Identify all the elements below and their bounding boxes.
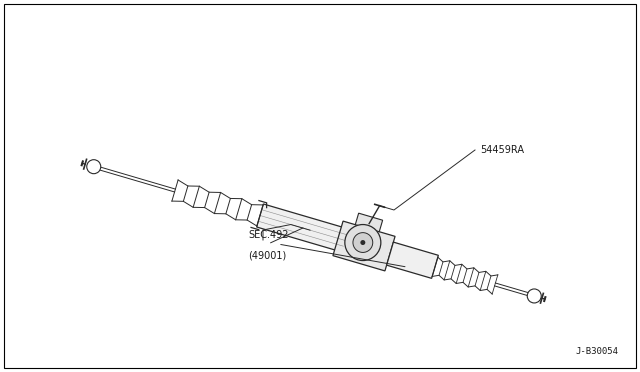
Circle shape bbox=[360, 240, 365, 245]
Circle shape bbox=[87, 160, 100, 174]
Polygon shape bbox=[387, 242, 438, 278]
Circle shape bbox=[527, 289, 541, 303]
Text: J-B30054: J-B30054 bbox=[575, 347, 618, 356]
Circle shape bbox=[353, 232, 372, 253]
Polygon shape bbox=[257, 204, 348, 252]
Text: SEC.492: SEC.492 bbox=[248, 230, 289, 240]
Text: (49001): (49001) bbox=[248, 250, 286, 260]
Polygon shape bbox=[355, 213, 383, 232]
Polygon shape bbox=[333, 221, 395, 271]
Text: 54459RA: 54459RA bbox=[480, 145, 524, 155]
Circle shape bbox=[345, 225, 381, 260]
